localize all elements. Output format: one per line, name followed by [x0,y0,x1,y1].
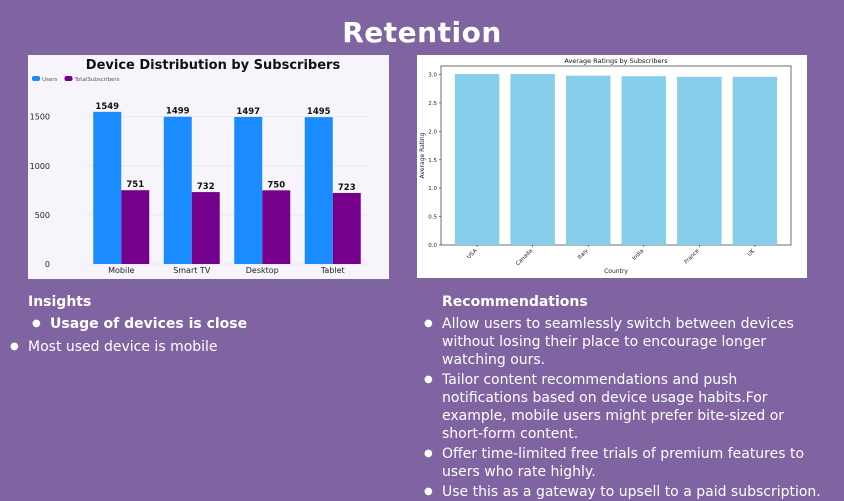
data-label: 732 [197,182,215,192]
data-label: 1499 [166,107,190,117]
bar-users [304,117,333,264]
y-tick-label: 1.5 [428,158,437,164]
bar-totalsubscribers [332,192,361,264]
y-tick-label: 0.0 [428,243,437,249]
legend-swatch [32,76,40,81]
x-tick-label: Italy [577,248,590,261]
y-axis-label: Average Rating [419,132,426,178]
chart-title: Average Ratings by Subscribers [564,57,668,65]
data-label: 1495 [307,107,331,117]
recommendation-item: Tailor content recommendations and push … [424,371,824,443]
y-tick-label: 0.5 [428,215,437,221]
x-axis-label: Country [604,268,628,275]
x-tick-label: Smart TV [173,266,211,275]
bar-users [163,116,192,264]
bar-users [93,111,122,264]
recommendations-heading: Recommendations [442,294,588,310]
data-label: 1497 [236,107,260,117]
recommendation-item: Allow users to seamlessly switch between… [424,315,824,369]
x-tick-label: Canada [515,248,534,267]
bar [566,75,611,246]
y-tick-label: 2.0 [428,129,437,135]
bar-totalsubscribers [121,190,150,264]
insights-list-secondary: Most used device is mobile [10,338,218,356]
average-ratings-chart: Average Ratings by Subscribers 0.0 0.5 1.0 1… [417,55,807,278]
x-tick-label: Tablet [320,266,345,275]
y-tick-label: 1500 [30,113,50,122]
x-tick-label: India [631,248,645,262]
bar [621,76,666,245]
bar-totalsubscribers [262,190,291,264]
y-tick-label: 3.0 [428,73,437,79]
data-label: 1549 [95,102,119,112]
recommendations-list: Allow users to seamlessly switch between… [424,315,824,501]
average-ratings-svg: Average Ratings by Subscribers 0.0 0.5 1.0 1… [419,57,792,275]
bar [454,73,500,245]
page-title: Retention [342,16,502,49]
recommendation-item: Offer time-limited free trials of premiu… [424,445,824,481]
x-tick-label: Desktop [246,266,279,275]
bar [677,76,722,245]
legend-swatch [64,76,73,81]
y-tick-label: 0 [45,260,50,269]
data-label: 751 [126,180,144,190]
x-tick-label: Mobile [108,266,134,275]
data-label: 750 [267,180,285,190]
y-tick-label: 1.0 [428,186,437,192]
bar-users [234,116,263,264]
insight-item: Usage of devices is close [32,315,247,333]
y-tick-label: 1000 [30,162,50,171]
insights-list-primary: Usage of devices is close [32,315,247,333]
legend-label: TotalSubscribers [74,77,120,83]
insight-item: Most used device is mobile [10,338,218,356]
x-tick-label: USA [466,248,478,260]
y-tick-label: 2.5 [428,101,437,107]
bar [510,73,555,245]
device-distribution-chart: Device Distribution by Subscribers Users T… [28,55,389,279]
bar [732,76,778,245]
plot-frame [440,65,792,246]
data-label: 723 [338,183,356,193]
x-tick-label: UK [747,248,757,258]
insights-heading: Insights [28,294,92,310]
y-tick-label: 500 [35,211,50,220]
chart-title: Device Distribution by Subscribers [86,58,341,73]
bar-totalsubscribers [191,192,220,264]
device-distribution-svg: Device Distribution by Subscribers Users T… [30,58,368,275]
x-tick-label: France [684,248,702,266]
recommendation-item: Use this as a gateway to upsell to a pai… [424,483,824,501]
legend-label: Users [42,77,58,83]
